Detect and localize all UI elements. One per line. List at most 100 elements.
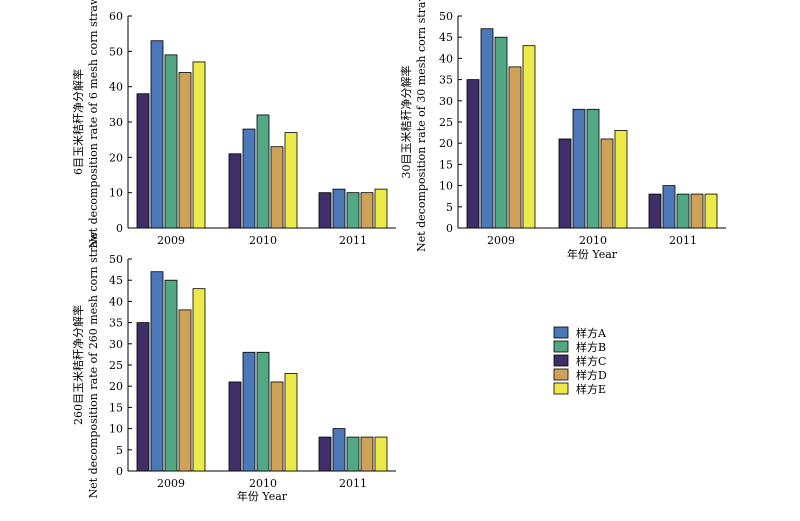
y-axis-label-en: Net decomposition rate of 30 mesh corn s… (415, 0, 428, 252)
y-tick-label: 40 (109, 295, 123, 308)
x-tick-label: 2009 (157, 234, 185, 247)
legend-swatch-e (553, 382, 569, 395)
bar-2010-a (572, 108, 586, 229)
bar-2010-c (228, 381, 242, 472)
y-axis-label-cn: 260目玉米秸秆净分解率 (71, 305, 85, 425)
x-axis-label: 年份 Year (567, 247, 618, 261)
y-tick-label: 20 (439, 137, 453, 150)
bar-2011-c (318, 192, 332, 229)
y-tick-label: 60 (109, 10, 123, 23)
y-tick-label: 0 (446, 222, 453, 235)
bar-2011-a (332, 188, 346, 229)
legend-swatch-b (553, 340, 569, 353)
bar-2010-b (586, 108, 600, 229)
legend-swatch-c (553, 354, 569, 367)
bar-2010-a (242, 128, 256, 229)
bar-2010-e (284, 132, 298, 229)
y-tick-label: 10 (109, 187, 123, 200)
bar-2009-e (192, 288, 206, 472)
bar-2011-c (648, 193, 662, 229)
y-axis-label-en: Net decomposition rate of 260 mesh corn … (87, 231, 100, 498)
legend-swatch-d (553, 368, 569, 381)
bar-2011-b (346, 192, 360, 229)
legend-label-b: 样方B (576, 340, 606, 354)
y-tick-label: 40 (109, 81, 123, 94)
y-tick-label: 35 (109, 317, 123, 330)
y-tick-label: 5 (116, 444, 123, 457)
bar-2009-a (150, 271, 164, 472)
bar-2009-d (508, 66, 522, 229)
bar-2010-b (256, 351, 270, 472)
legend-label-d: 样方D (576, 368, 607, 382)
y-tick-label: 50 (109, 253, 123, 266)
y-tick-label: 15 (109, 401, 123, 414)
y-tick-label: 25 (439, 116, 453, 129)
bar-2010-a (242, 351, 256, 472)
y-tick-label: 30 (439, 95, 453, 108)
x-axis-label: 年份 Year (237, 489, 288, 503)
chart-panel-1: 0 10 20 30 40 50 60 2009 2010 2011 6目玉米秸秆净分解率 Net d… (71, 0, 396, 248)
y-tick-label: 45 (109, 274, 123, 287)
bar-2009-b (494, 36, 508, 229)
chart-panel-2: 0 5 10 15 20 25 30 35 40 45 50 2009 2010 2011 30目玉米秸秆净… (399, 0, 726, 261)
x-tick-label: 2009 (157, 477, 185, 490)
bar-2011-d (360, 192, 374, 229)
legend-swatch-a (553, 326, 569, 339)
y-tick-label: 40 (439, 52, 453, 65)
x-tick-label: 2010 (579, 234, 607, 247)
bar-2010-c (228, 153, 242, 229)
bar-2011-b (346, 436, 360, 472)
y-tick-label: 20 (109, 151, 123, 164)
y-tick-label: 20 (109, 380, 123, 393)
y-axis-label-en: Net decomposition rate of 6 mesh corn st… (87, 0, 100, 248)
y-tick-label: 25 (109, 359, 123, 372)
x-tick-label: 2011 (339, 477, 367, 490)
bar-2011-a (662, 185, 676, 229)
bar-2009-b (164, 54, 178, 229)
bar-2010-c (558, 138, 572, 229)
bar-2011-d (690, 193, 704, 229)
y-tick-label: 10 (109, 423, 123, 436)
bar-2009-c (466, 79, 480, 229)
y-tick-label: 15 (439, 158, 453, 171)
bar-2009-c (136, 93, 150, 229)
x-tick-label: 2010 (249, 234, 277, 247)
y-tick-label: 50 (439, 10, 453, 23)
bar-2011-a (332, 428, 346, 472)
bar-2009-a (150, 40, 164, 229)
bar-2011-e (374, 188, 388, 229)
chart-panel-3: 0 5 10 15 20 25 30 35 40 45 50 2009 2010 2011 260目玉米秸秆… (71, 231, 396, 503)
y-tick-label: 0 (116, 222, 123, 235)
bar-2011-b (676, 193, 690, 229)
bar-2010-d (270, 146, 284, 229)
y-tick-label: 45 (439, 31, 453, 44)
bar-2010-b (256, 114, 270, 229)
x-tick-label: 2009 (487, 234, 515, 247)
bar-2009-e (192, 61, 206, 229)
y-tick-label: 10 (439, 180, 453, 193)
bar-2010-e (614, 130, 628, 229)
bar-2009-d (178, 72, 192, 229)
x-tick-label: 2011 (669, 234, 697, 247)
legend-label-c: 样方C (576, 354, 606, 368)
bar-2009-e (522, 45, 536, 229)
bar-2010-e (284, 373, 298, 472)
bar-2011-e (704, 193, 718, 229)
bar-2010-d (270, 381, 284, 472)
bar-2009-a (480, 28, 494, 229)
bar-2011-d (360, 436, 374, 472)
bar-2011-c (318, 436, 332, 472)
x-tick-label: 2011 (339, 234, 367, 247)
legend-label-a: 样方A (576, 326, 607, 340)
y-tick-label: 0 (116, 465, 123, 478)
y-axis-label-cn: 6目玉米秸秆净分解率 (71, 69, 85, 175)
y-tick-label: 50 (109, 45, 123, 58)
y-tick-label: 30 (109, 338, 123, 351)
x-tick-label: 2010 (249, 477, 277, 490)
bar-2009-d (178, 309, 192, 472)
y-tick-label: 35 (439, 74, 453, 87)
legend-label-e: 样方E (576, 382, 606, 396)
y-tick-label: 5 (446, 201, 453, 214)
